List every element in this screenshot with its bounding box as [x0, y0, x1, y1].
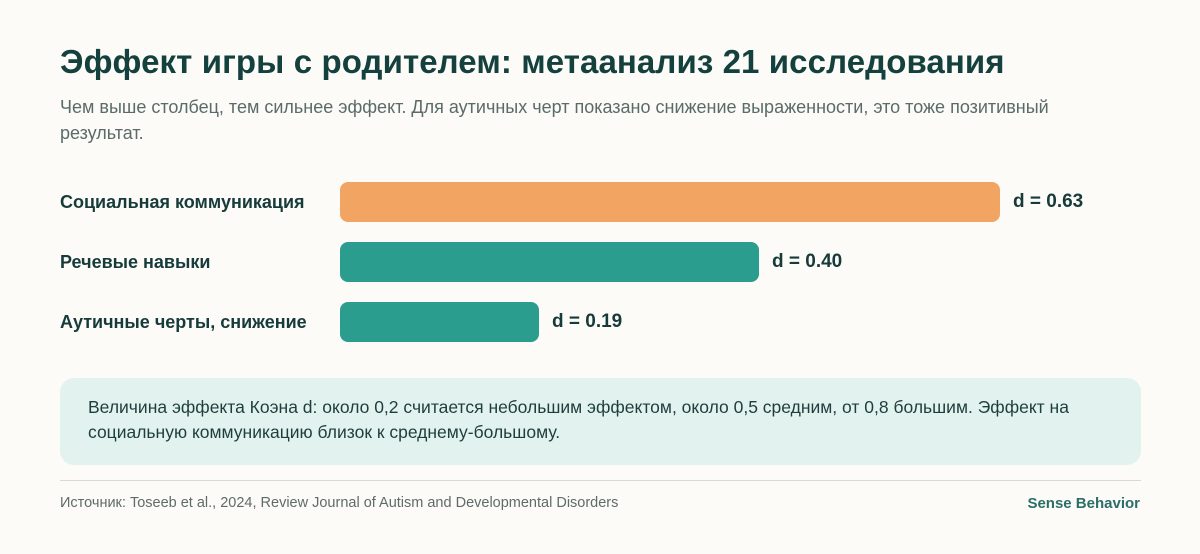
brand-name: Sense Behavior	[1027, 495, 1140, 512]
category-label: Речевые навыки	[60, 252, 211, 272]
bar	[340, 242, 759, 282]
explanation-note: Величина эффекта Коэна d: около 0,2 счит…	[60, 378, 1141, 465]
value-label: d = 0.40	[772, 251, 843, 272]
effect-size-bar-chart: Социальная коммуникация d = 0.63 Речевые н…	[60, 178, 1141, 348]
bar-row: Речевые навыки d = 0.40	[60, 242, 1141, 282]
value-label: d = 0.19	[552, 311, 623, 332]
category-label: Аутичные черты, снижение	[60, 312, 307, 332]
source-citation: Источник: Toseeb et al., 2024, Review Jo…	[60, 495, 619, 511]
bar	[340, 302, 539, 342]
footer-divider	[60, 480, 1141, 481]
value-label: d = 0.63	[1013, 191, 1084, 212]
page-title: Эффект игры с родителем: метаанализ 21 и…	[60, 43, 1005, 80]
category-label: Социальная коммуникация	[60, 192, 305, 212]
bar-row: Аутичные черты, снижение d = 0.19	[60, 302, 1141, 342]
bar	[340, 182, 1000, 222]
page-subtitle: Чем выше столбец, тем сильнее эффект. Дл…	[60, 97, 1049, 143]
bar-row: Социальная коммуникация d = 0.63	[60, 182, 1141, 222]
